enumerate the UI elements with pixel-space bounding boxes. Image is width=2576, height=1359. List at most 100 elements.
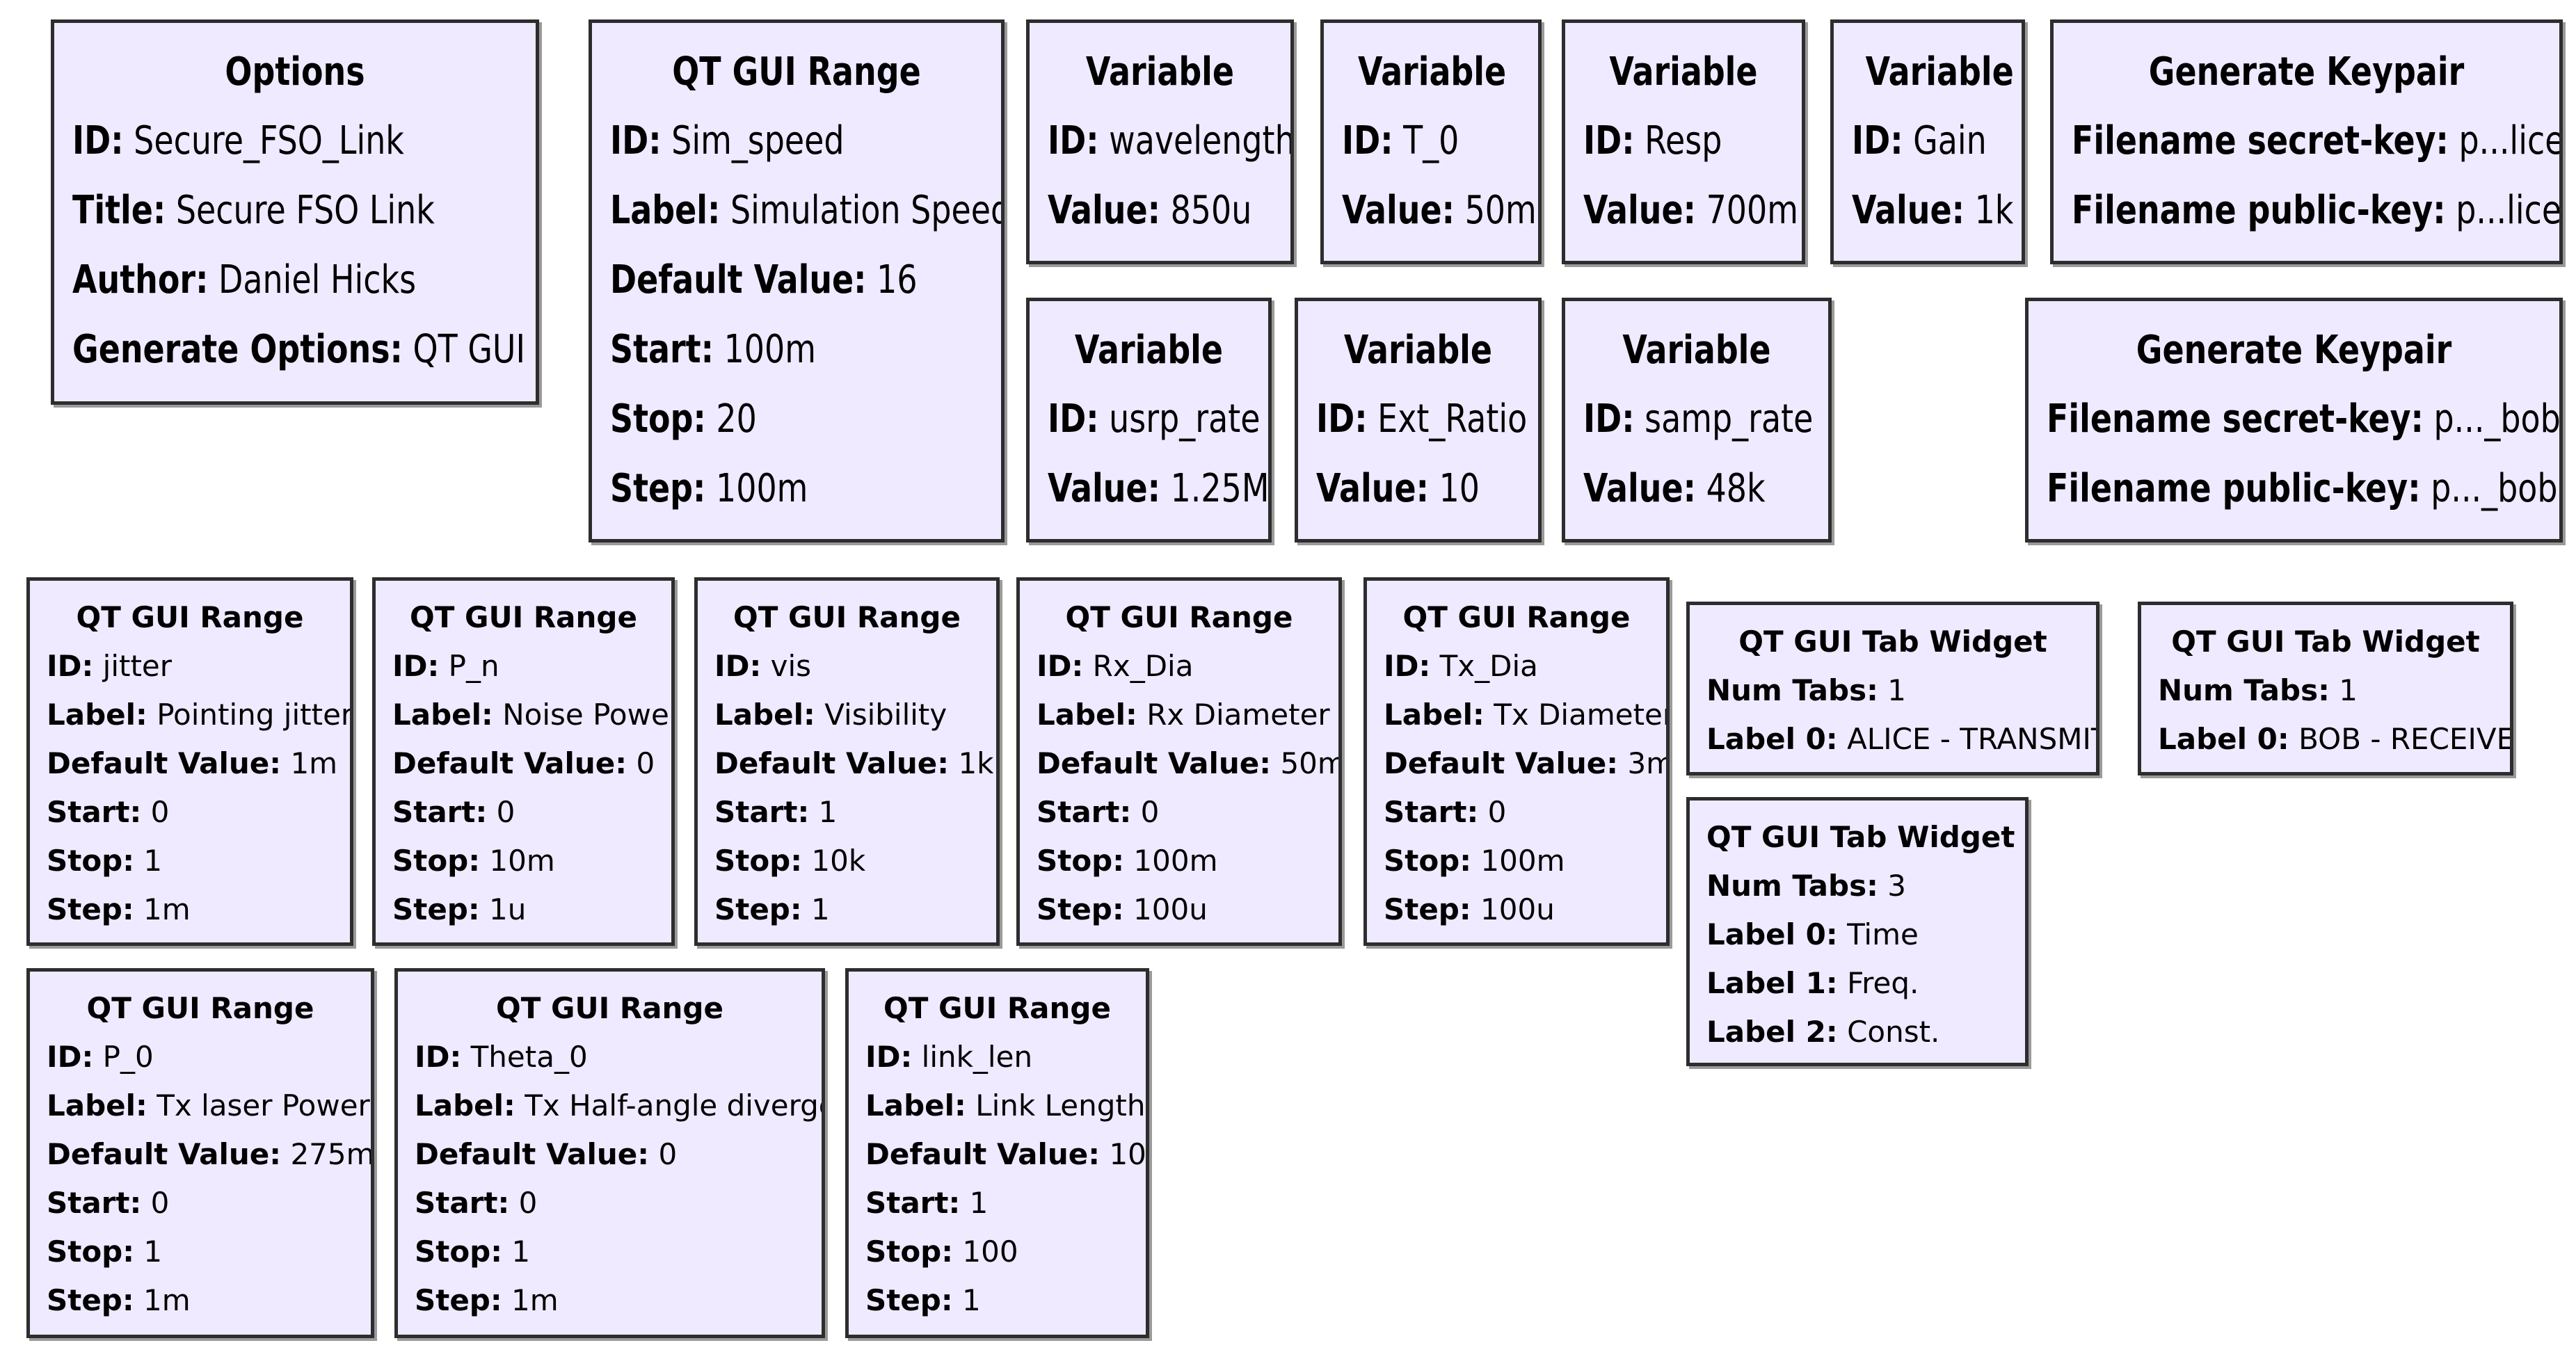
param-value: 0 [518, 1186, 538, 1220]
param-value: 0 [636, 746, 655, 780]
param-value: Ext_Ratio [1377, 396, 1528, 442]
param-key: Value: [1048, 188, 1160, 233]
range-pn-block[interactable]: QT GUI Range ID: P_n Label: Noise Power Def… [372, 577, 675, 946]
param-value: Pointing jitter [157, 698, 353, 732]
param-row: ID: P_n [392, 642, 655, 691]
param-value: 50m [1464, 188, 1537, 233]
param-value: Secure FSO Link [175, 188, 435, 233]
param-key: ID: [1342, 118, 1393, 163]
block-title: QT GUI Range [883, 991, 1111, 1025]
range-theta0-block[interactable]: QT GUI Range ID: Theta_0 Label: Tx Half-an… [394, 968, 825, 1338]
param-value: P_n [448, 649, 499, 683]
param-row: Start: 100m [610, 315, 916, 385]
param-key: Num Tabs: [1706, 869, 1878, 903]
range-p0-block[interactable]: QT GUI Range ID: P_0 Label: Tx laser Power… [26, 968, 374, 1338]
param-row: Stop: 10k [714, 837, 979, 885]
variable-samp-rate-block[interactable]: Variable ID: samp_rate Value: 48k [1562, 298, 1832, 542]
param-key: Label 2: [1706, 1015, 1838, 1049]
range-rx-dia-block[interactable]: QT GUI Range ID: Rx_Dia Label: Rx Diameter… [1016, 577, 1342, 946]
param-value: 100 [962, 1235, 1018, 1269]
param-row: Filename public-key: p..._bob [2047, 454, 2557, 524]
variable-t0-block[interactable]: Variable ID: T_0 Value: 50m [1320, 19, 1542, 264]
param-row: ID: vis [714, 642, 979, 691]
param-row: Value: 50m [1342, 176, 1537, 246]
param-row: Value: 1.25M [1048, 454, 1268, 524]
param-row: Start: 0 [1384, 788, 1649, 837]
param-value: 1 [511, 1235, 531, 1269]
param-row: Label: Simulation Speed [610, 176, 1001, 246]
options-block[interactable]: Options ID: Secure_FSO_Link Title: Secure … [51, 19, 539, 405]
param-value: T_0 [1403, 118, 1459, 163]
param-value: 10m [489, 844, 555, 878]
param-row: Label: Tx Diameter [1384, 691, 1666, 739]
variable-usrp-rate-block[interactable]: Variable ID: usrp_rate Value: 1.25M [1026, 298, 1272, 542]
param-value: Rx Diameter [1146, 698, 1330, 732]
param-row: Label: Pointing jitter [47, 691, 350, 739]
param-value: 0 [150, 795, 170, 829]
param-key: ID: [392, 649, 440, 683]
param-value: link_len [921, 1040, 1033, 1074]
param-row: Default Value: 1k [714, 739, 994, 788]
param-key: Stop: [415, 1235, 503, 1269]
variable-ext-ratio-block[interactable]: Variable ID: Ext_Ratio Value: 10 [1295, 298, 1542, 542]
param-row: Label: Tx Half-angle diverge [415, 1081, 822, 1130]
param-key: Label: [1037, 698, 1137, 732]
param-value: 0 [1487, 795, 1507, 829]
variable-wavelength-block[interactable]: Variable ID: wavelength Value: 850u [1026, 19, 1294, 264]
param-key: ID: [1316, 396, 1368, 442]
param-key: Step: [610, 466, 706, 511]
param-key: Value: [1048, 466, 1160, 511]
param-row: Value: 10 [1316, 454, 1483, 524]
param-row: Start: 0 [1037, 788, 1322, 837]
block-title: Generate Keypair [2136, 328, 2452, 373]
param-value: Tx Diameter [1494, 698, 1670, 732]
generate-keypair-bob-block[interactable]: Generate Keypair Filename secret-key: p..… [2025, 298, 2563, 542]
block-title: Variable [1358, 49, 1507, 95]
param-row: ID: Theta_0 [415, 1033, 805, 1081]
param-value: Link Length [975, 1088, 1146, 1123]
param-value: 10k [811, 844, 866, 878]
range-jitter-block[interactable]: QT GUI Range ID: jitter Label: Pointing ji… [26, 577, 353, 946]
param-row: Label: Rx Diameter [1037, 691, 1330, 739]
param-value: Theta_0 [470, 1040, 588, 1074]
param-row: Stop: 100 [865, 1228, 1129, 1276]
range-tx-dia-block[interactable]: QT GUI Range ID: Tx_Dia Label: Tx Diameter… [1363, 577, 1670, 946]
tab-widget-bob-block[interactable]: QT GUI Tab Widget Num Tabs: 1 Label 0: BOB… [2138, 602, 2513, 775]
param-key: ID: [1852, 118, 1903, 163]
block-title: QT GUI Range [76, 600, 304, 634]
param-value: p..._bob [2431, 466, 2558, 511]
variable-gain-block[interactable]: Variable ID: Gain Value: 1k [1830, 19, 2025, 264]
param-row: Generate Options: QT GUI [72, 315, 525, 385]
param-key: Stop: [392, 844, 481, 878]
range-sim-speed-block[interactable]: QT GUI Range ID: Sim_speed Label: Simulati… [589, 19, 1005, 542]
param-row: Stop: 100m [1037, 837, 1322, 885]
block-title: QT GUI Range [672, 49, 921, 95]
param-row: Stop: 100m [1384, 837, 1649, 885]
param-key: ID: [1583, 396, 1635, 442]
param-key: ID: [714, 649, 762, 683]
param-value: 10 [1109, 1137, 1146, 1171]
param-value: 1m [290, 746, 338, 780]
param-value: Tx Half-angle diverge [525, 1088, 825, 1123]
variable-resp-block[interactable]: Variable ID: Resp Value: 700m [1562, 19, 1805, 264]
param-row: ID: Ext_Ratio [1316, 385, 1527, 454]
param-key: Start: [1037, 795, 1132, 829]
range-link-len-block[interactable]: QT GUI Range ID: link_len Label: Link Leng… [845, 968, 1149, 1338]
param-key: Value: [1583, 466, 1696, 511]
param-row: Step: 100u [1037, 885, 1322, 934]
tab-widget-plots-block[interactable]: QT GUI Tab Widget Num Tabs: 3 Label 0: Tim… [1686, 797, 2029, 1066]
generate-keypair-alice-block[interactable]: Generate Keypair Filename secret-key: p..… [2050, 19, 2563, 264]
param-row: Stop: 20 [610, 385, 916, 454]
param-row: Step: 1 [714, 885, 979, 934]
param-row: Label: Visibility [714, 691, 979, 739]
param-value: vis [770, 649, 812, 683]
param-key: Default Value: [714, 746, 950, 780]
range-vis-block[interactable]: QT GUI Range ID: vis Label: Visibility Defa… [694, 577, 1000, 946]
param-value: 100u [1133, 892, 1208, 926]
param-row: ID: jitter [47, 642, 333, 691]
param-row: Label 2: Const. [1706, 1008, 2008, 1056]
param-value: Secure_FSO_Link [134, 118, 404, 163]
param-key: Start: [1384, 795, 1479, 829]
tab-widget-alice-block[interactable]: QT GUI Tab Widget Num Tabs: 1 Label 0: ALI… [1686, 602, 2099, 775]
param-value: P_0 [102, 1040, 154, 1074]
